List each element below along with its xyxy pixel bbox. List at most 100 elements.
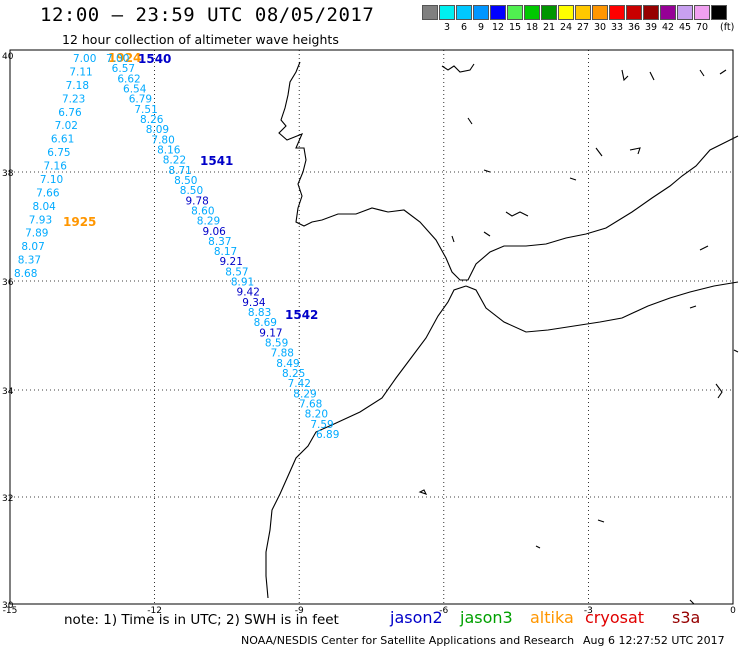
scale-swatch [524,5,540,20]
wave-value: 8.60 [191,205,214,217]
scale-label: 27 [576,22,590,33]
scale-swatch [592,5,608,20]
wave-value: 8.68 [14,268,37,280]
scale-label: 33 [610,22,624,33]
wave-value: 8.71 [168,165,191,177]
wave-value: 9.06 [202,226,226,238]
x-tick-label: -9 [295,606,304,616]
wave-value: 6.79 [129,94,152,106]
map-subtitle: 12 hour collection of altimeter wave hei… [62,32,339,47]
scale-label: 12 [491,22,505,33]
wave-value: 8.09 [146,124,169,136]
y-tick-label: 36 [2,278,14,288]
y-tick-label: 34 [2,387,14,397]
scale-label: 70 [695,22,709,33]
satellite-altika: altika [530,608,574,627]
scale-swatch [626,5,642,20]
scale-unit: (ft) [720,22,735,33]
wave-value: 8.59 [265,338,288,350]
wave-value: 9.17 [259,327,282,339]
wave-value: 8.07 [21,241,44,253]
wave-value: 8.20 [305,409,328,421]
scale-label: 36 [627,22,641,33]
scale-swatch [609,5,625,20]
scale-swatch [575,5,591,20]
wave-value: 6.76 [58,107,82,119]
wave-value: 6.62 [117,73,140,85]
satellite-cryosat: cryosat [585,608,645,627]
wave-value: 7.88 [271,348,294,360]
wave-value: 8.29 [293,388,316,400]
wave-value: 7.23 [62,93,85,105]
wave-value: 8.17 [214,246,237,258]
scale-swatch [660,5,676,20]
wave-value: 8.29 [197,216,220,228]
wave-value: 8.26 [140,114,164,126]
scale-label: 42 [661,22,675,33]
wave-value: 8.91 [231,277,254,289]
scale-label: 3 [443,22,451,33]
wave-value: 8.37 [18,255,41,267]
wave-value: 8.25 [282,368,305,380]
scale-label: 39 [644,22,658,33]
wave-value: 7.16 [44,161,68,173]
wave-value: 8.49 [276,358,299,370]
wave-value: 7.89 [25,228,48,240]
y-tick-label: 40 [2,52,14,62]
scale-swatch [473,5,489,20]
footer-note: note: 1) Time is in UTC; 2) SWH is in fe… [64,612,339,628]
wave-value: 7.68 [299,399,322,411]
scale-label: 24 [559,22,573,33]
wave-value: 6.57 [112,63,135,75]
x-tick-label: -3 [584,606,593,616]
scale-label: 6 [460,22,468,33]
wave-value: 8.37 [208,236,231,248]
wave-value: 7.11 [69,66,92,78]
map-grid [9,49,734,605]
y-tick-label: 32 [2,494,13,504]
wave-value: 8.16 [157,144,181,156]
wave-value: 8.50 [180,185,203,197]
y-tick-label: 30 [2,601,14,611]
map-frame [9,49,734,605]
pass-label: 1925 [63,215,96,229]
scale-swatch [507,5,523,20]
coastline [265,61,739,605]
scale-label: 9 [477,22,485,33]
satellite-jason3: jason3 [460,608,513,627]
scale-swatch [558,5,574,20]
y-tick-label: 38 [2,169,14,179]
wave-value: 9.78 [185,195,208,207]
wave-value: 8.04 [32,201,56,213]
credit-line: NOAA/NESDIS Center for Satellite Applica… [241,634,575,647]
wave-value: 7.59 [310,419,333,431]
wave-value: 7.00 [73,53,96,65]
scale-swatch [490,5,506,20]
wave-value: 8.50 [174,175,197,187]
scale-label: 18 [525,22,539,33]
map-title: 12:00 – 23:59 UTC 08/05/2017 [40,4,375,26]
wave-value: 6.61 [51,134,74,146]
pass-label: 1542 [285,308,318,322]
wave-value: 9.34 [242,297,266,309]
generated-timestamp: Aug 6 12:27:52 UTC 2017 [583,634,725,647]
wave-value: 9.42 [237,287,260,299]
scale-swatch [439,5,455,20]
pass-label: 1540 [138,52,171,66]
wave-value: 8.69 [254,317,277,329]
scale-swatch [422,5,438,20]
scale-label: 15 [508,22,522,33]
scale-label: 21 [542,22,556,33]
pass-label: 1924 [108,51,141,65]
wave-height-values: 7.007.117.187.236.767.026.616.757.167.10… [14,53,339,441]
wave-value: 7.02 [55,120,78,132]
wave-value: 7.66 [36,187,60,199]
x-tick-label: -12 [147,606,162,616]
axis-tick-labels: -15 -12 -9 -6 -3 0 40 38 36 34 32 30 [2,52,736,616]
scale-label: 45 [678,22,692,33]
wave-value: 7.18 [66,80,89,92]
pass-label: 1541 [200,154,233,168]
